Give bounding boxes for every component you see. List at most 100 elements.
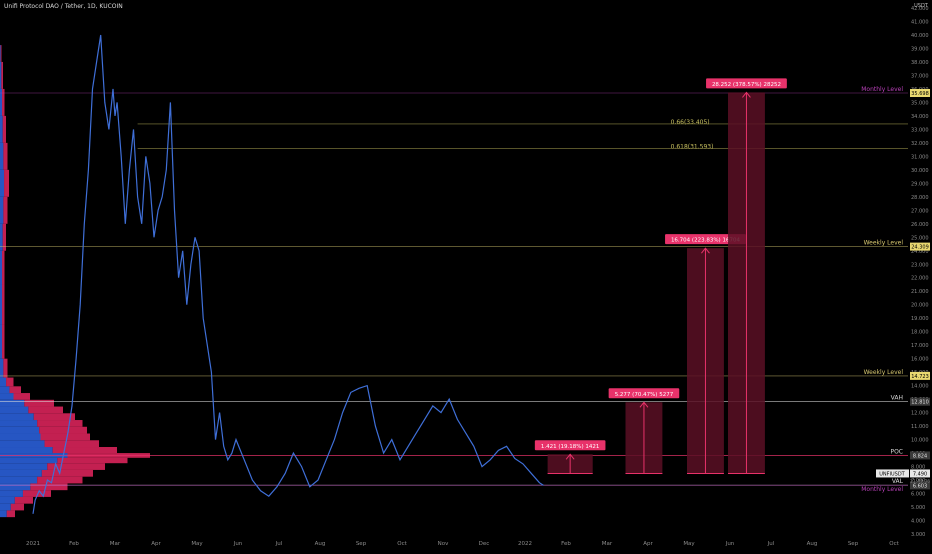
x-tick-label: Sep	[356, 541, 367, 547]
volume-bar-up	[0, 358, 4, 378]
volume-bar-down	[44, 440, 99, 448]
level-label: Monthly Level	[861, 486, 903, 493]
volume-bar-up	[0, 413, 34, 421]
x-tick-label: Sep	[848, 541, 859, 547]
volume-bar-down	[13, 393, 30, 400]
level-label: POC	[890, 448, 903, 455]
y-tick-label: 28.000	[911, 195, 929, 201]
x-tick-label: Jun	[725, 541, 735, 547]
y-tick-label: 26.000	[911, 222, 929, 228]
volume-bar-down	[4, 169, 9, 197]
target-box: 28.252 (378.57%) 28252	[706, 78, 787, 474]
price-label: 6.603	[913, 483, 927, 489]
symbol-tag: UNFIUSDT	[879, 471, 905, 477]
x-tick-label: May	[683, 541, 695, 547]
y-tick-label: 16.000	[911, 357, 929, 363]
volume-bar-up	[0, 447, 53, 454]
volume-bar-up	[0, 324, 3, 359]
volume-bar-down	[2, 223, 6, 251]
price-label: 7.490	[913, 471, 927, 477]
y-tick-label: 10.000	[911, 438, 929, 444]
x-tick-label: Nov	[438, 541, 449, 547]
volume-bar-up	[0, 61, 2, 89]
volume-bar-up	[0, 393, 14, 400]
volume-bar-up	[0, 469, 42, 477]
target-arrow-head	[639, 401, 649, 408]
volume-bar-down	[2, 250, 5, 285]
x-tick-label: Oct	[889, 541, 899, 547]
volume-bar-up	[0, 463, 48, 470]
x-tick-label: May	[191, 541, 203, 547]
volume-bar-down	[37, 420, 83, 427]
volume-bar-up	[0, 399, 25, 407]
price-label-bg	[910, 242, 930, 251]
price-label-bg	[910, 371, 930, 380]
y-tick-label: 24.000	[911, 249, 929, 255]
chart-title: Unifi Protocol DAO / Tether, 1D, KUCOIN	[4, 3, 123, 10]
volume-bar-down	[3, 358, 8, 378]
x-tick-label: Feb	[561, 541, 571, 547]
level-label: VAL	[892, 478, 904, 485]
volume-bar-down	[2, 324, 5, 359]
target-label: 16.704 (223.83%) 16704	[671, 238, 741, 244]
y-tick-label: 32.000	[911, 141, 929, 147]
x-tick-label: Jun	[233, 541, 243, 547]
x-tick-label: Feb	[69, 541, 79, 547]
target-label: 1.421 (19.18%) 1421	[541, 444, 600, 450]
price-label-bg	[910, 469, 930, 478]
y-tick-label: 14.000	[911, 384, 929, 390]
volume-bar-down	[10, 503, 24, 511]
x-tick-label: 2022	[518, 541, 532, 547]
price-label-bg	[910, 481, 930, 490]
volume-bar-up	[0, 440, 45, 448]
price-line	[32, 34, 544, 514]
y-tick-label: 5.000	[911, 505, 925, 511]
x-tick-label: Apr	[151, 541, 161, 547]
y-tick-label: 31.000	[911, 154, 929, 160]
volume-bar-up	[0, 476, 38, 484]
x-tick-label: Aug	[807, 541, 818, 547]
price-label: 35.698	[911, 91, 929, 97]
y-tick-label: 7.000	[911, 478, 925, 484]
x-tick-label: Aug	[315, 541, 326, 547]
volume-bar-down	[24, 399, 54, 407]
price-label: 12.810	[911, 400, 929, 406]
volume-bar-down	[39, 426, 87, 434]
currency-label: USDT	[914, 3, 928, 9]
y-tick-label: 19.000	[911, 316, 929, 322]
target-label-bg	[608, 388, 680, 399]
volume-bar-down	[3, 196, 8, 224]
target-label-bg	[534, 440, 606, 451]
volume-bar-up	[0, 196, 4, 224]
volume-bar-down	[3, 142, 8, 170]
x-tick-label: Dec	[479, 541, 490, 547]
target-box: 5.277 (70.47%) 5277	[608, 388, 680, 474]
y-tick-label: 25.000	[911, 235, 929, 241]
level-label: Weekly Level	[864, 240, 904, 247]
volume-bar-down	[57, 457, 128, 464]
countdown-label: 11:49:06	[910, 478, 930, 484]
target-box: 1.421 (19.18%) 1421	[534, 440, 606, 474]
level-label: VAH	[891, 395, 903, 402]
y-tick-label: 20.000	[911, 303, 929, 309]
volume-bar-down	[14, 496, 33, 504]
volume-bar-up	[0, 510, 7, 518]
volume-bar-down	[47, 463, 105, 470]
x-tick-label: Jul	[767, 541, 775, 547]
y-tick-label: 37.000	[911, 73, 929, 79]
x-axis: 2021 Feb Mar Apr May Jun Jul Aug Sep Oct Nov Dec 202…	[26, 541, 900, 547]
y-tick-label: 12.000	[911, 411, 929, 417]
level-label: 0.618(31.593)	[671, 143, 714, 150]
target-box: 16.704 (223.83%) 16704	[665, 234, 746, 474]
level-label: Weekly Level	[864, 369, 904, 376]
y-tick-label: 33.000	[911, 127, 929, 133]
volume-bar-up	[0, 115, 3, 143]
target-arrow-head	[565, 453, 575, 460]
volume-bar-down	[41, 469, 93, 477]
symbol-tag-bg	[876, 469, 909, 478]
volume-bar-down	[40, 433, 90, 441]
volume-bar-down	[30, 483, 68, 491]
x-tick-label: Mar	[110, 541, 121, 547]
y-tick-label: 39.000	[911, 46, 929, 52]
